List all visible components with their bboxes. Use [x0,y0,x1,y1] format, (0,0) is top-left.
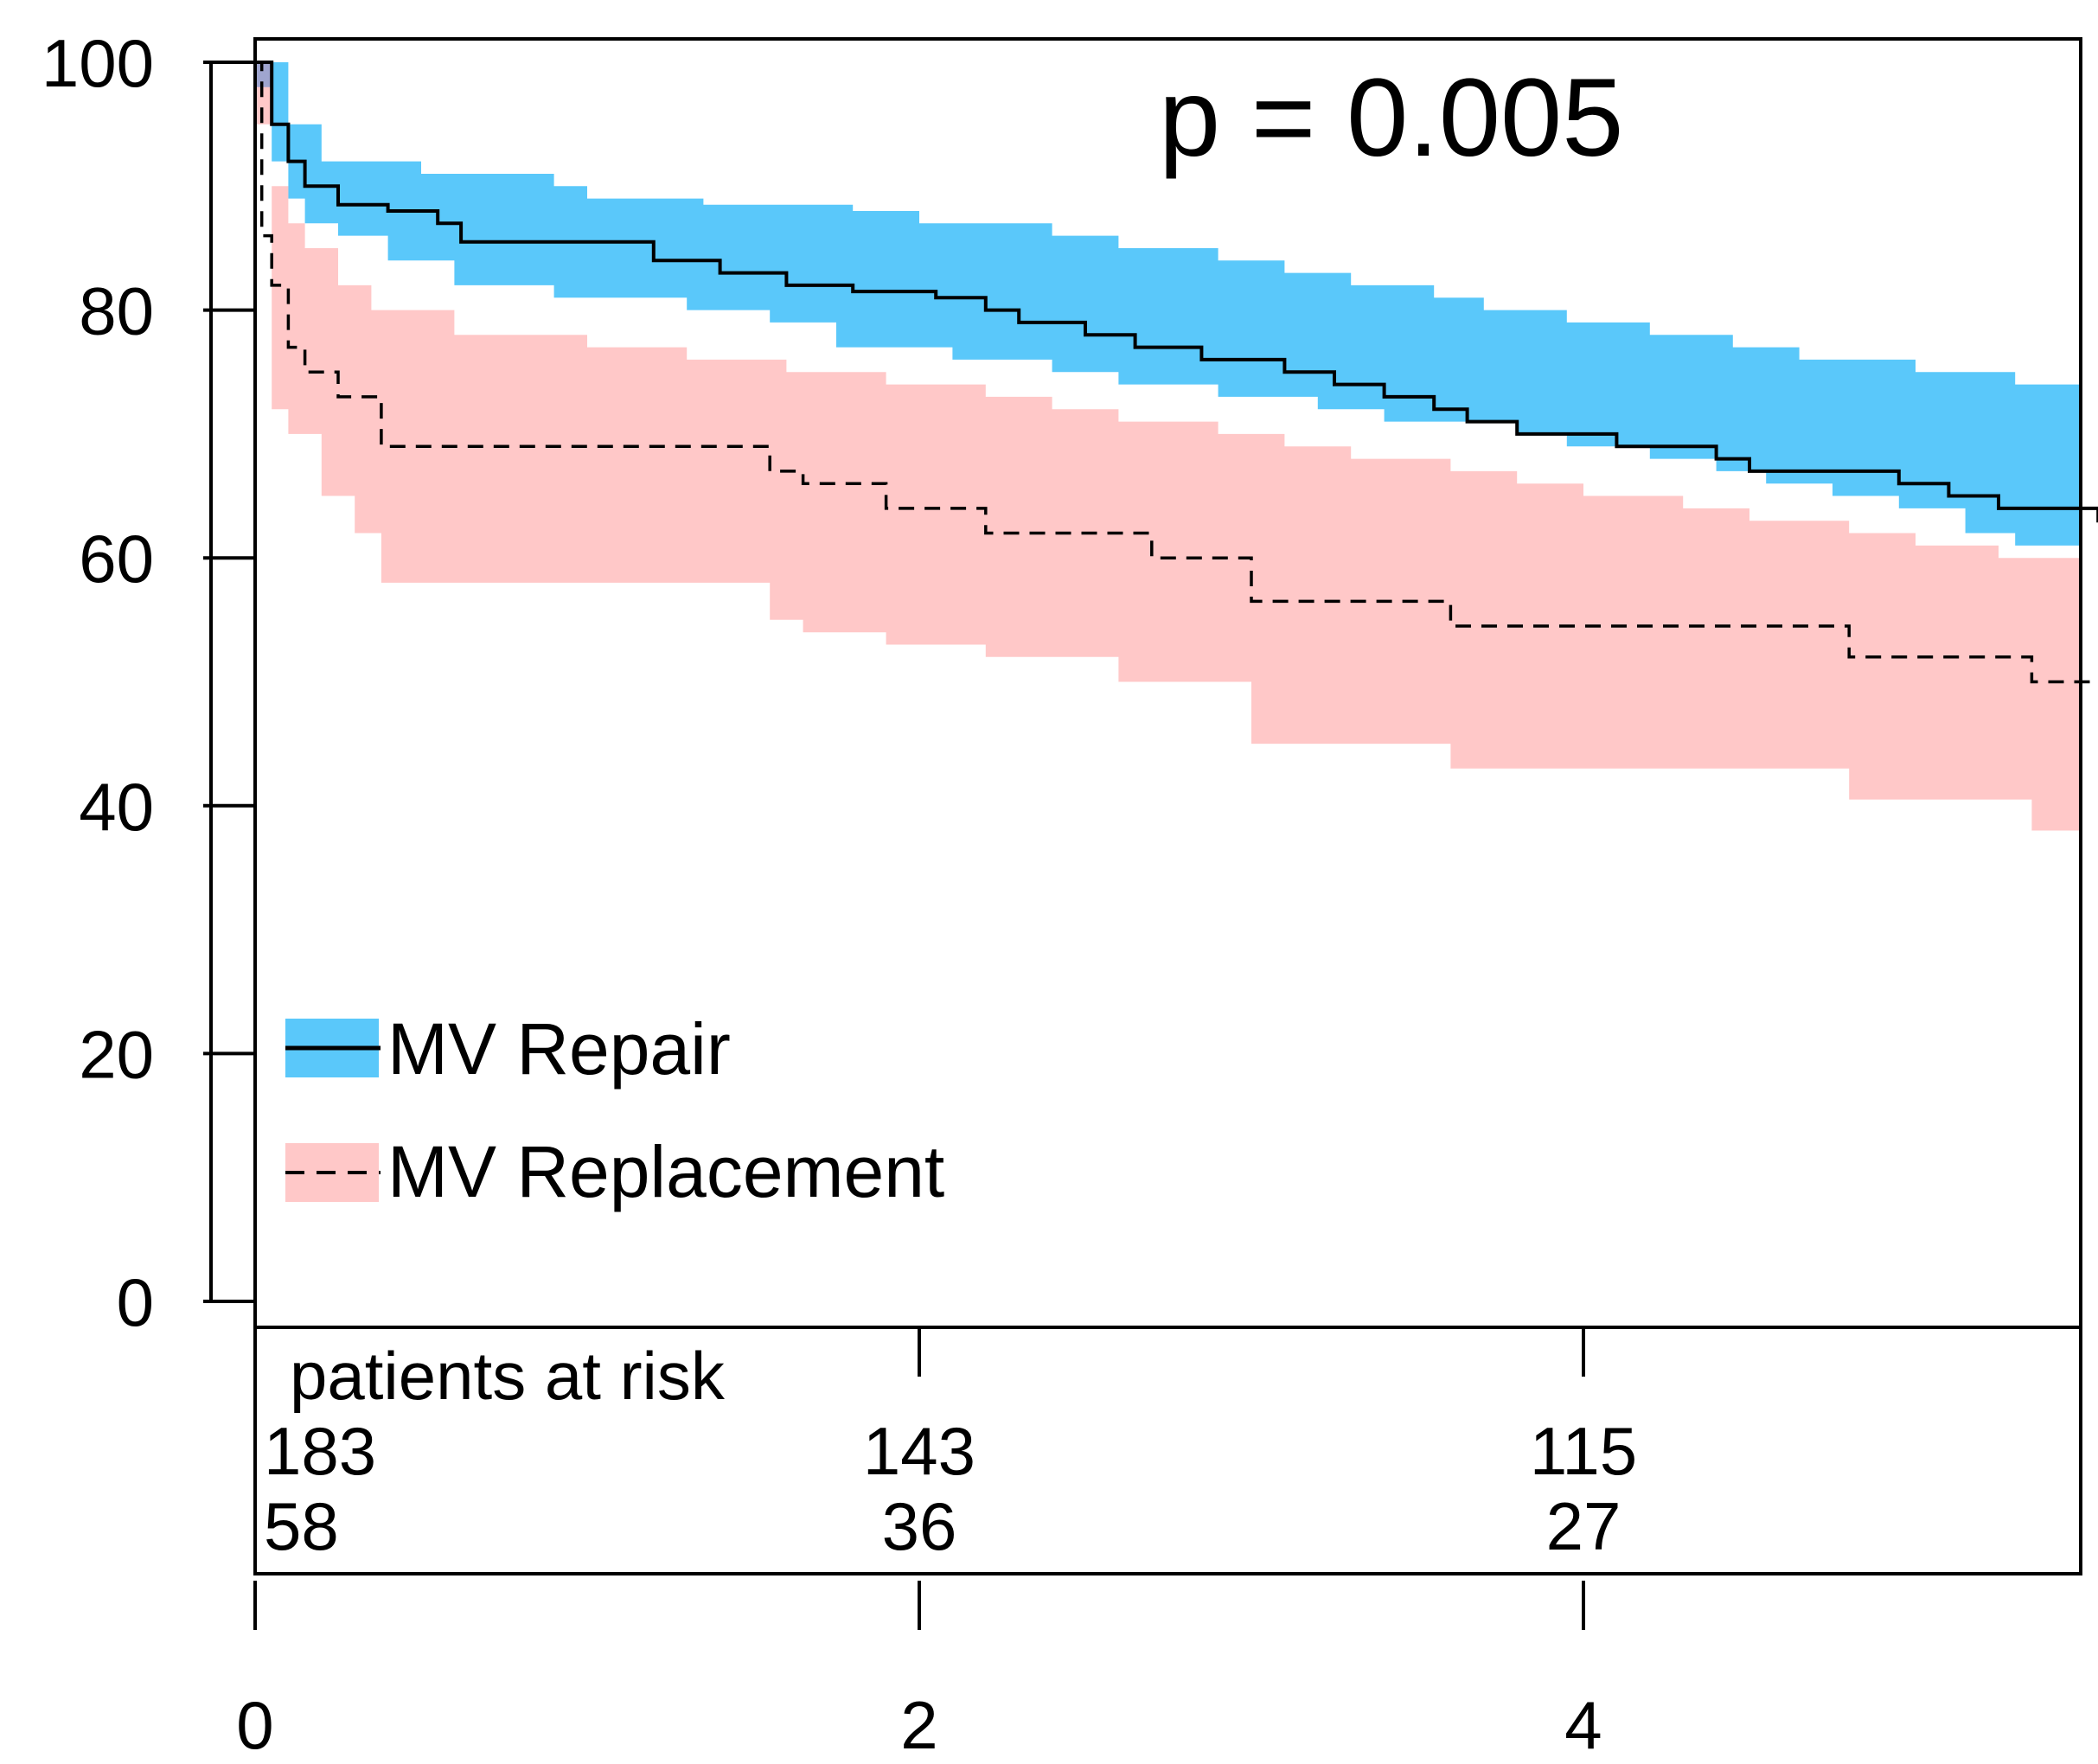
axes: 0204060801000246810 [42,25,1602,1763]
x-tick-label: 4 [1564,1687,1602,1763]
risk-table: patients at risk 18314311590592258362716… [264,1338,1637,1564]
y-tick-label: 40 [79,769,154,845]
risk-count: 36 [882,1488,957,1564]
bands-clipped [255,62,2081,968]
curve-mv-repair [255,61,2098,523]
risk-count: 58 [264,1488,339,1564]
risk-count: 183 [264,1413,376,1489]
risk-count: 115 [1530,1413,1637,1489]
confidence-bands [255,62,2081,968]
p-value-annotation: p = 0.005 [1159,56,1623,180]
band-mv-repair [255,62,2081,546]
legend-label-repair: MV Repair [387,1008,731,1090]
survival-curves [255,61,2098,684]
band-mv-replacement [255,62,2081,831]
risk-count: 27 [1546,1488,1621,1564]
y-tick-label: 60 [79,521,154,597]
curve-mv-replacement [255,61,2098,684]
y-tick-label: 80 [79,273,154,349]
risk-count: 143 [863,1413,975,1489]
y-tick-label: 20 [79,1016,154,1092]
risk-table-frame [253,1326,2082,1575]
legend: MV Repair MV Replacement [285,1008,944,1212]
legend-label-replacement: MV Replacement [387,1131,944,1212]
y-tick-label: 0 [117,1264,154,1340]
x-tick-label: 0 [236,1687,273,1763]
y-tick-label: 100 [42,25,154,101]
risk-table-title: patients at risk [290,1338,726,1414]
x-tick-label: 2 [900,1687,937,1763]
